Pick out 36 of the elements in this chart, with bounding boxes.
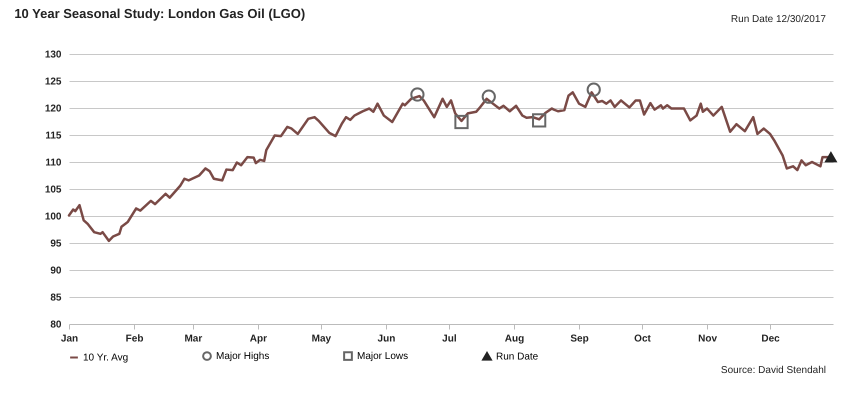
y-tick-label: 110 (45, 158, 62, 168)
point (586, 82, 601, 97)
y-tick-label: 80 (50, 320, 62, 330)
source-note: Source: David Stendahl (720, 365, 826, 376)
x-tick-label: Nov (698, 334, 718, 344)
y-tick-label: 125 (44, 76, 62, 88)
y-tick-label: 115 (45, 130, 62, 142)
x-tick-label: Dec (761, 334, 780, 344)
y-tick-label: 100 (44, 212, 62, 222)
point (824, 152, 837, 162)
x-tick-label: Aug (504, 334, 524, 344)
x-tick-label: Sep (570, 334, 589, 344)
legend-label: Major Lows (357, 351, 408, 362)
legend-label: Major Highs (216, 351, 270, 362)
x-tick-label: Jan (60, 334, 78, 344)
point (454, 114, 469, 130)
x-tick-label: Mar (184, 334, 202, 344)
y-tick-label: 120 (44, 104, 62, 114)
x-tick-label: Apr (250, 334, 268, 344)
x-tick-label: Oct (634, 334, 652, 344)
legend-label: Run Date (496, 351, 539, 362)
y-tick-label: 105 (44, 184, 62, 196)
legend-label: 10 Yr. Avg (83, 352, 128, 364)
x-tick-label: Jun (378, 334, 396, 344)
y-tick-label: 130 (44, 50, 62, 60)
point (532, 113, 546, 128)
point (410, 87, 425, 102)
y-tick-label: 85 (50, 292, 62, 304)
point (482, 90, 496, 104)
y-tick-label: 95 (50, 238, 62, 250)
x-tick-label: Jul (442, 334, 457, 344)
chart-title: 10 Year Seasonal Study: London Gas Oil (LGO) (14, 6, 306, 21)
text: Run Date 12/30/2017 (730, 14, 826, 25)
x-tick-label: Feb (126, 334, 144, 344)
x-tick-label: May (312, 334, 332, 344)
y-tick-label: 90 (50, 266, 62, 276)
